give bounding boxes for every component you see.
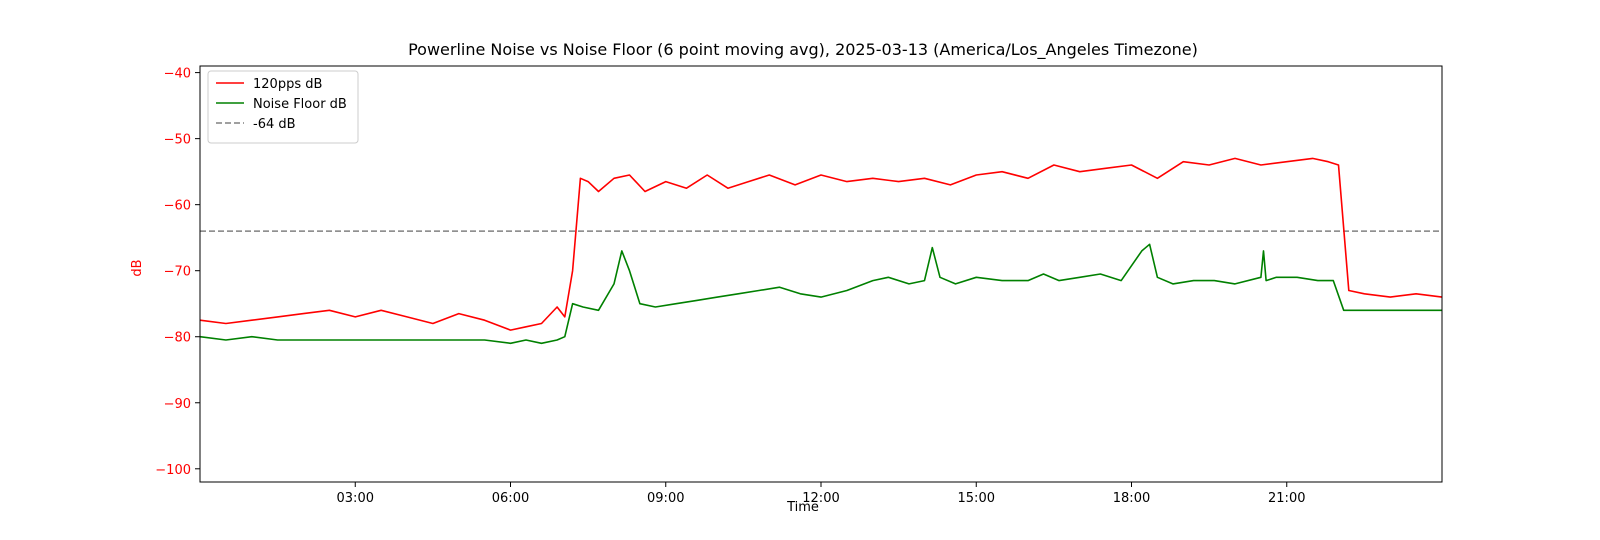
- x-tick-label-4: 15:00: [958, 491, 995, 506]
- y-tick-label-5: −90: [164, 397, 191, 412]
- y-tick-label-1: −50: [164, 133, 191, 148]
- y-tick-label-3: −70: [164, 265, 191, 280]
- x-tick-label-2: 09:00: [647, 491, 684, 506]
- plot-area: [199, 65, 1443, 483]
- y-axis: −40 −50 −60 −70 −80 −90 −100: [155, 67, 200, 478]
- x-axis-label: Time: [786, 500, 819, 515]
- x-axis: 03:00 06:00 09:00 12:00 15:00 18:00 21:00: [337, 482, 1305, 506]
- y-axis-label: dB: [130, 259, 145, 276]
- x-tick-label-5: 18:00: [1113, 491, 1150, 506]
- legend-label-0: 120pps dB: [253, 77, 322, 92]
- y-tick-label-2: −60: [164, 199, 191, 214]
- legend-box: [207, 70, 359, 144]
- legend-label-1: Noise Floor dB: [253, 97, 347, 112]
- x-tick-label-6: 21:00: [1268, 491, 1305, 506]
- y-tick-label-4: −80: [164, 331, 191, 346]
- legend-label-2: -64 dB: [253, 117, 296, 132]
- y-tick-label-0: −40: [164, 67, 191, 82]
- series-line-0: [199, 157, 1443, 331]
- x-tick-label-0: 03:00: [337, 491, 374, 506]
- series-line-1: [199, 243, 1442, 345]
- chart-title: Powerline Noise vs Noise Floor (6 point …: [408, 40, 1198, 60]
- x-tick-label-1: 06:00: [492, 491, 529, 506]
- legend: 120pps dB Noise Floor dB -64 dB: [207, 70, 359, 144]
- plot-frame: [199, 65, 1443, 483]
- x-tick-label-3: 12:00: [802, 491, 839, 506]
- y-tick-label-6: −100: [155, 463, 191, 478]
